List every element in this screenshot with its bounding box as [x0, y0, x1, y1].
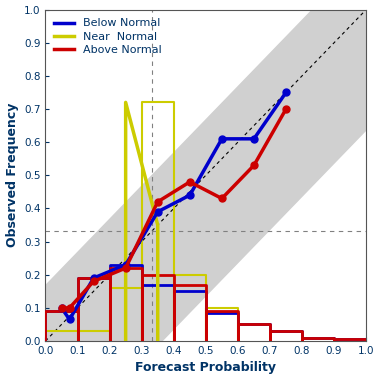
X-axis label: Forecast Probability: Forecast Probability	[135, 361, 276, 374]
Legend: Below Normal, Near  Normal, Above Normal: Below Normal, Near Normal, Above Normal	[51, 15, 165, 59]
Y-axis label: Observed Frequency: Observed Frequency	[6, 103, 19, 247]
